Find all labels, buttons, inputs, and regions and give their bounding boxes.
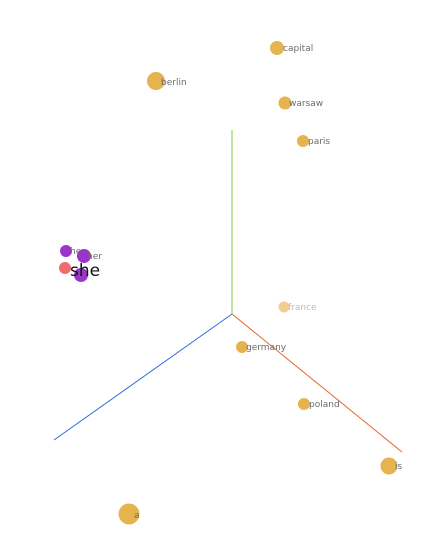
pronoun-cluster[interactable]: he her she [59, 245, 102, 282]
focus-label-she: she [70, 261, 100, 281]
point-a[interactable]: a [118, 503, 140, 525]
point-poland[interactable]: poland [298, 398, 340, 410]
point-label: poland [309, 400, 340, 410]
point-is[interactable]: is [380, 457, 403, 475]
point-label-her: her [87, 252, 102, 262]
point-marker-her[interactable] [77, 249, 91, 263]
point-marker [118, 503, 140, 525]
point-marker [380, 457, 398, 475]
point-marker-he[interactable] [60, 245, 72, 257]
point-label: warsaw [289, 99, 323, 109]
point-label: capital [283, 44, 313, 54]
point-berlin[interactable]: berlin [147, 72, 187, 90]
point-label: germany [246, 343, 287, 353]
point-label: berlin [161, 78, 187, 88]
point-france[interactable]: france [278, 301, 318, 314]
point-marker [236, 341, 248, 353]
point-marker [298, 398, 310, 410]
point-marker [297, 135, 309, 147]
point-label-he: he [70, 247, 82, 257]
point-marker [270, 41, 284, 55]
point-warsaw[interactable]: warsaw [278, 96, 324, 110]
point-marker [278, 301, 290, 313]
point-marker [147, 72, 165, 90]
point-germany[interactable]: germany [236, 341, 287, 353]
point-label: is [395, 462, 403, 472]
point-label: a [134, 511, 140, 521]
point-paris[interactable]: paris [297, 135, 330, 147]
point-capital[interactable]: capital [270, 41, 313, 55]
point-label: france [288, 303, 317, 313]
point-marker [278, 96, 292, 110]
point-label: paris [308, 137, 330, 147]
point-marker-cluster [74, 268, 88, 282]
z-axis [53, 313, 233, 441]
point-marker-she[interactable] [59, 262, 71, 274]
x-axis [231, 313, 403, 453]
